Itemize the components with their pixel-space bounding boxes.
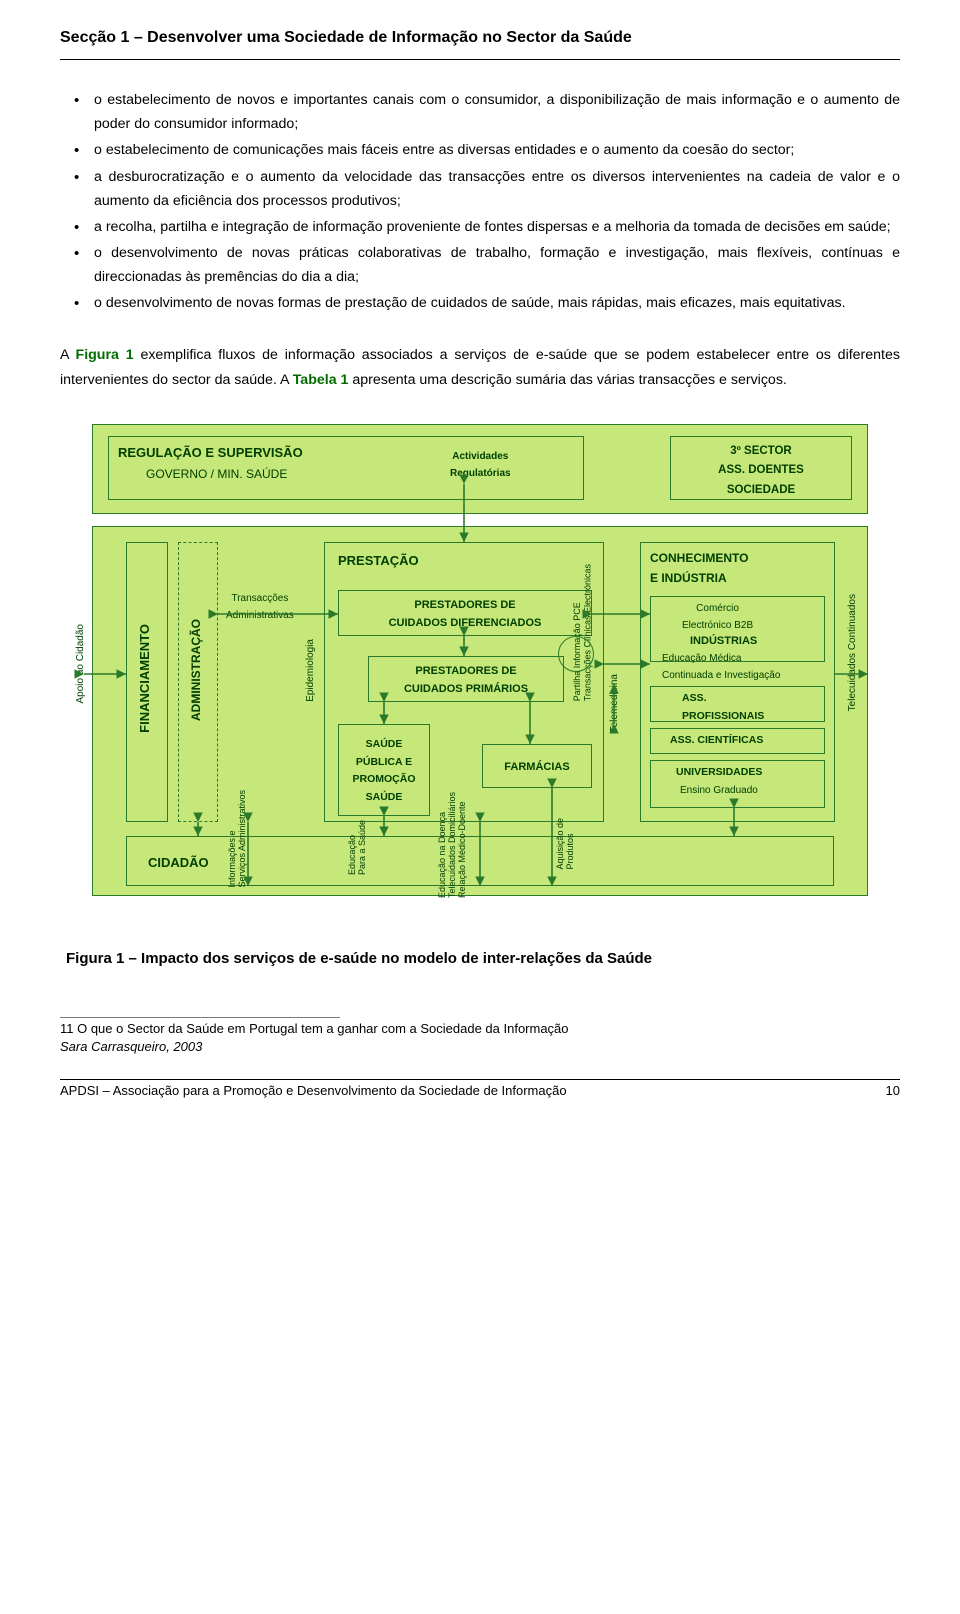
list-item: o estabelecimento de comunicações mais f… [94,138,900,162]
prestadores-dif-label: PRESTADORES DE CUIDADOS DIFERENCIADOS [348,596,582,633]
figure-caption: Figura 1 – Impacto dos serviços de e-saú… [66,946,900,972]
prestacao-label: PRESTAÇÃO [338,550,419,572]
saude-publica-label: SAÚDE PÚBLICA E PROMOÇÃO SAÚDE [340,736,428,807]
list-item: a desburocratização e o aumento da veloc… [94,165,900,213]
footnote-1: 11 O que o Sector da Saúde em Portugal t… [60,1020,900,1038]
figure-ref: Figura 1 [76,347,141,363]
governo-label: GOVERNO / MIN. SAÚDE [146,464,287,484]
aquis-label: Aquisição de Produtos [556,818,576,870]
para-post: apresenta uma descrição sumária das vári… [352,372,787,388]
pce-label: Partilha Informação PCE Transacções Clín… [572,564,593,701]
bullet-list: o estabelecimento de novos e importantes… [60,88,900,315]
paragraph: A Figura 1 exemplifica fluxos de informa… [60,343,900,391]
divider [60,59,900,60]
telemedicina-label: Telemedicina [606,674,623,732]
transadmin-label: Transacções Administrativas [226,590,294,624]
figure-1-diagram: REGULAÇÃO E SUPERVISÃO GOVERNO / MIN. SA… [70,424,890,934]
apoio-label: Apoio ao Cidadão [72,624,89,704]
list-item: o desenvolvimento de novas práticas cola… [94,241,900,289]
footer-org: APDSI – Associação para a Promoção e Des… [60,1080,567,1102]
epidemiologia-label: Epidemiologia [302,639,319,702]
regulacao-label: REGULAÇÃO E SUPERVISÃO [118,442,303,464]
list-item: a recolha, partilha e integração de info… [94,215,900,239]
cidadao-label: CIDADÃO [148,852,209,874]
universidades-label: UNIVERSIDADES [676,764,762,782]
conhecimento-label: CONHECIMENTO E INDÚSTRIA [650,548,825,589]
prestadores-prim-label: PRESTADORES DE CUIDADOS PRIMÁRIOS [378,662,554,699]
list-item: o desenvolvimento de novas formas de pre… [94,291,900,315]
edudoenca-label: Educação na Doença Telecuidados Domicili… [438,792,468,898]
para-pre: A [60,347,76,363]
edusaude-label: Educação Para a Saúde [348,820,368,875]
table-ref: Tabela 1 [293,372,353,388]
assprof-label: ASS. PROFISSIONAIS [682,690,764,726]
actividades-label: Actividades Regulatórias [450,448,511,482]
footnote-rule [60,1017,340,1018]
edumed-label: Educação Médica Continuada e Investigaçã… [662,650,780,684]
infoserv-label: Informações e Serviços Administrativos [228,790,248,888]
comercio-label: Comércio Electrónico B2B [682,600,753,634]
farmacias-label: FARMÁCIAS [486,758,588,777]
financiamento-label: FINANCIAMENTO [134,624,156,733]
administracao-label: ADMINISTRAÇÃO [186,619,206,721]
section-title: Secção 1 – Desenvolver uma Sociedade de … [60,24,900,51]
sector3-label: 3º SECTOR ASS. DOENTES SOCIEDADE [680,442,842,501]
list-item: o estabelecimento de novos e importantes… [94,88,900,136]
telecont-label: Telecuidados Continuados [844,594,861,711]
link-circle [558,636,594,672]
ensino-label: Ensino Graduado [680,782,758,799]
asscient-label: ASS. CIENTÍFICAS [670,732,763,750]
footnote-2: Sara Carrasqueiro, 2003 [60,1038,900,1056]
footer-page: 10 [886,1080,900,1102]
industrias-label: INDÚSTRIAS [690,632,757,651]
